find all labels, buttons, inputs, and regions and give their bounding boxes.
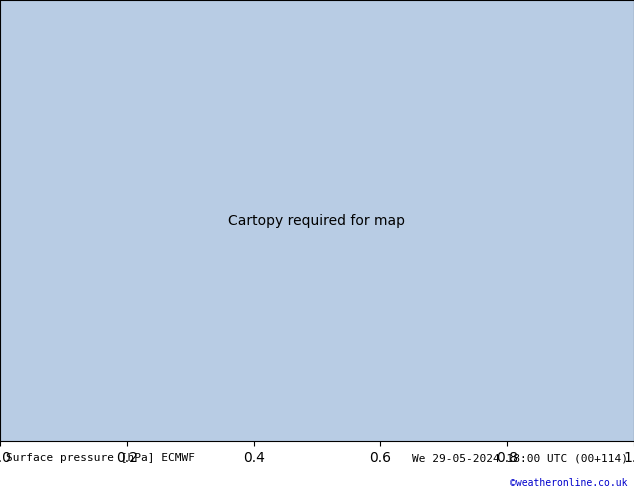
Text: We 29-05-2024 18:00 UTC (00+114): We 29-05-2024 18:00 UTC (00+114)	[411, 453, 628, 463]
Text: ©weatheronline.co.uk: ©weatheronline.co.uk	[510, 478, 628, 488]
Text: Cartopy required for map: Cartopy required for map	[228, 214, 406, 227]
Text: Surface pressure [hPa] ECMWF: Surface pressure [hPa] ECMWF	[6, 453, 195, 463]
